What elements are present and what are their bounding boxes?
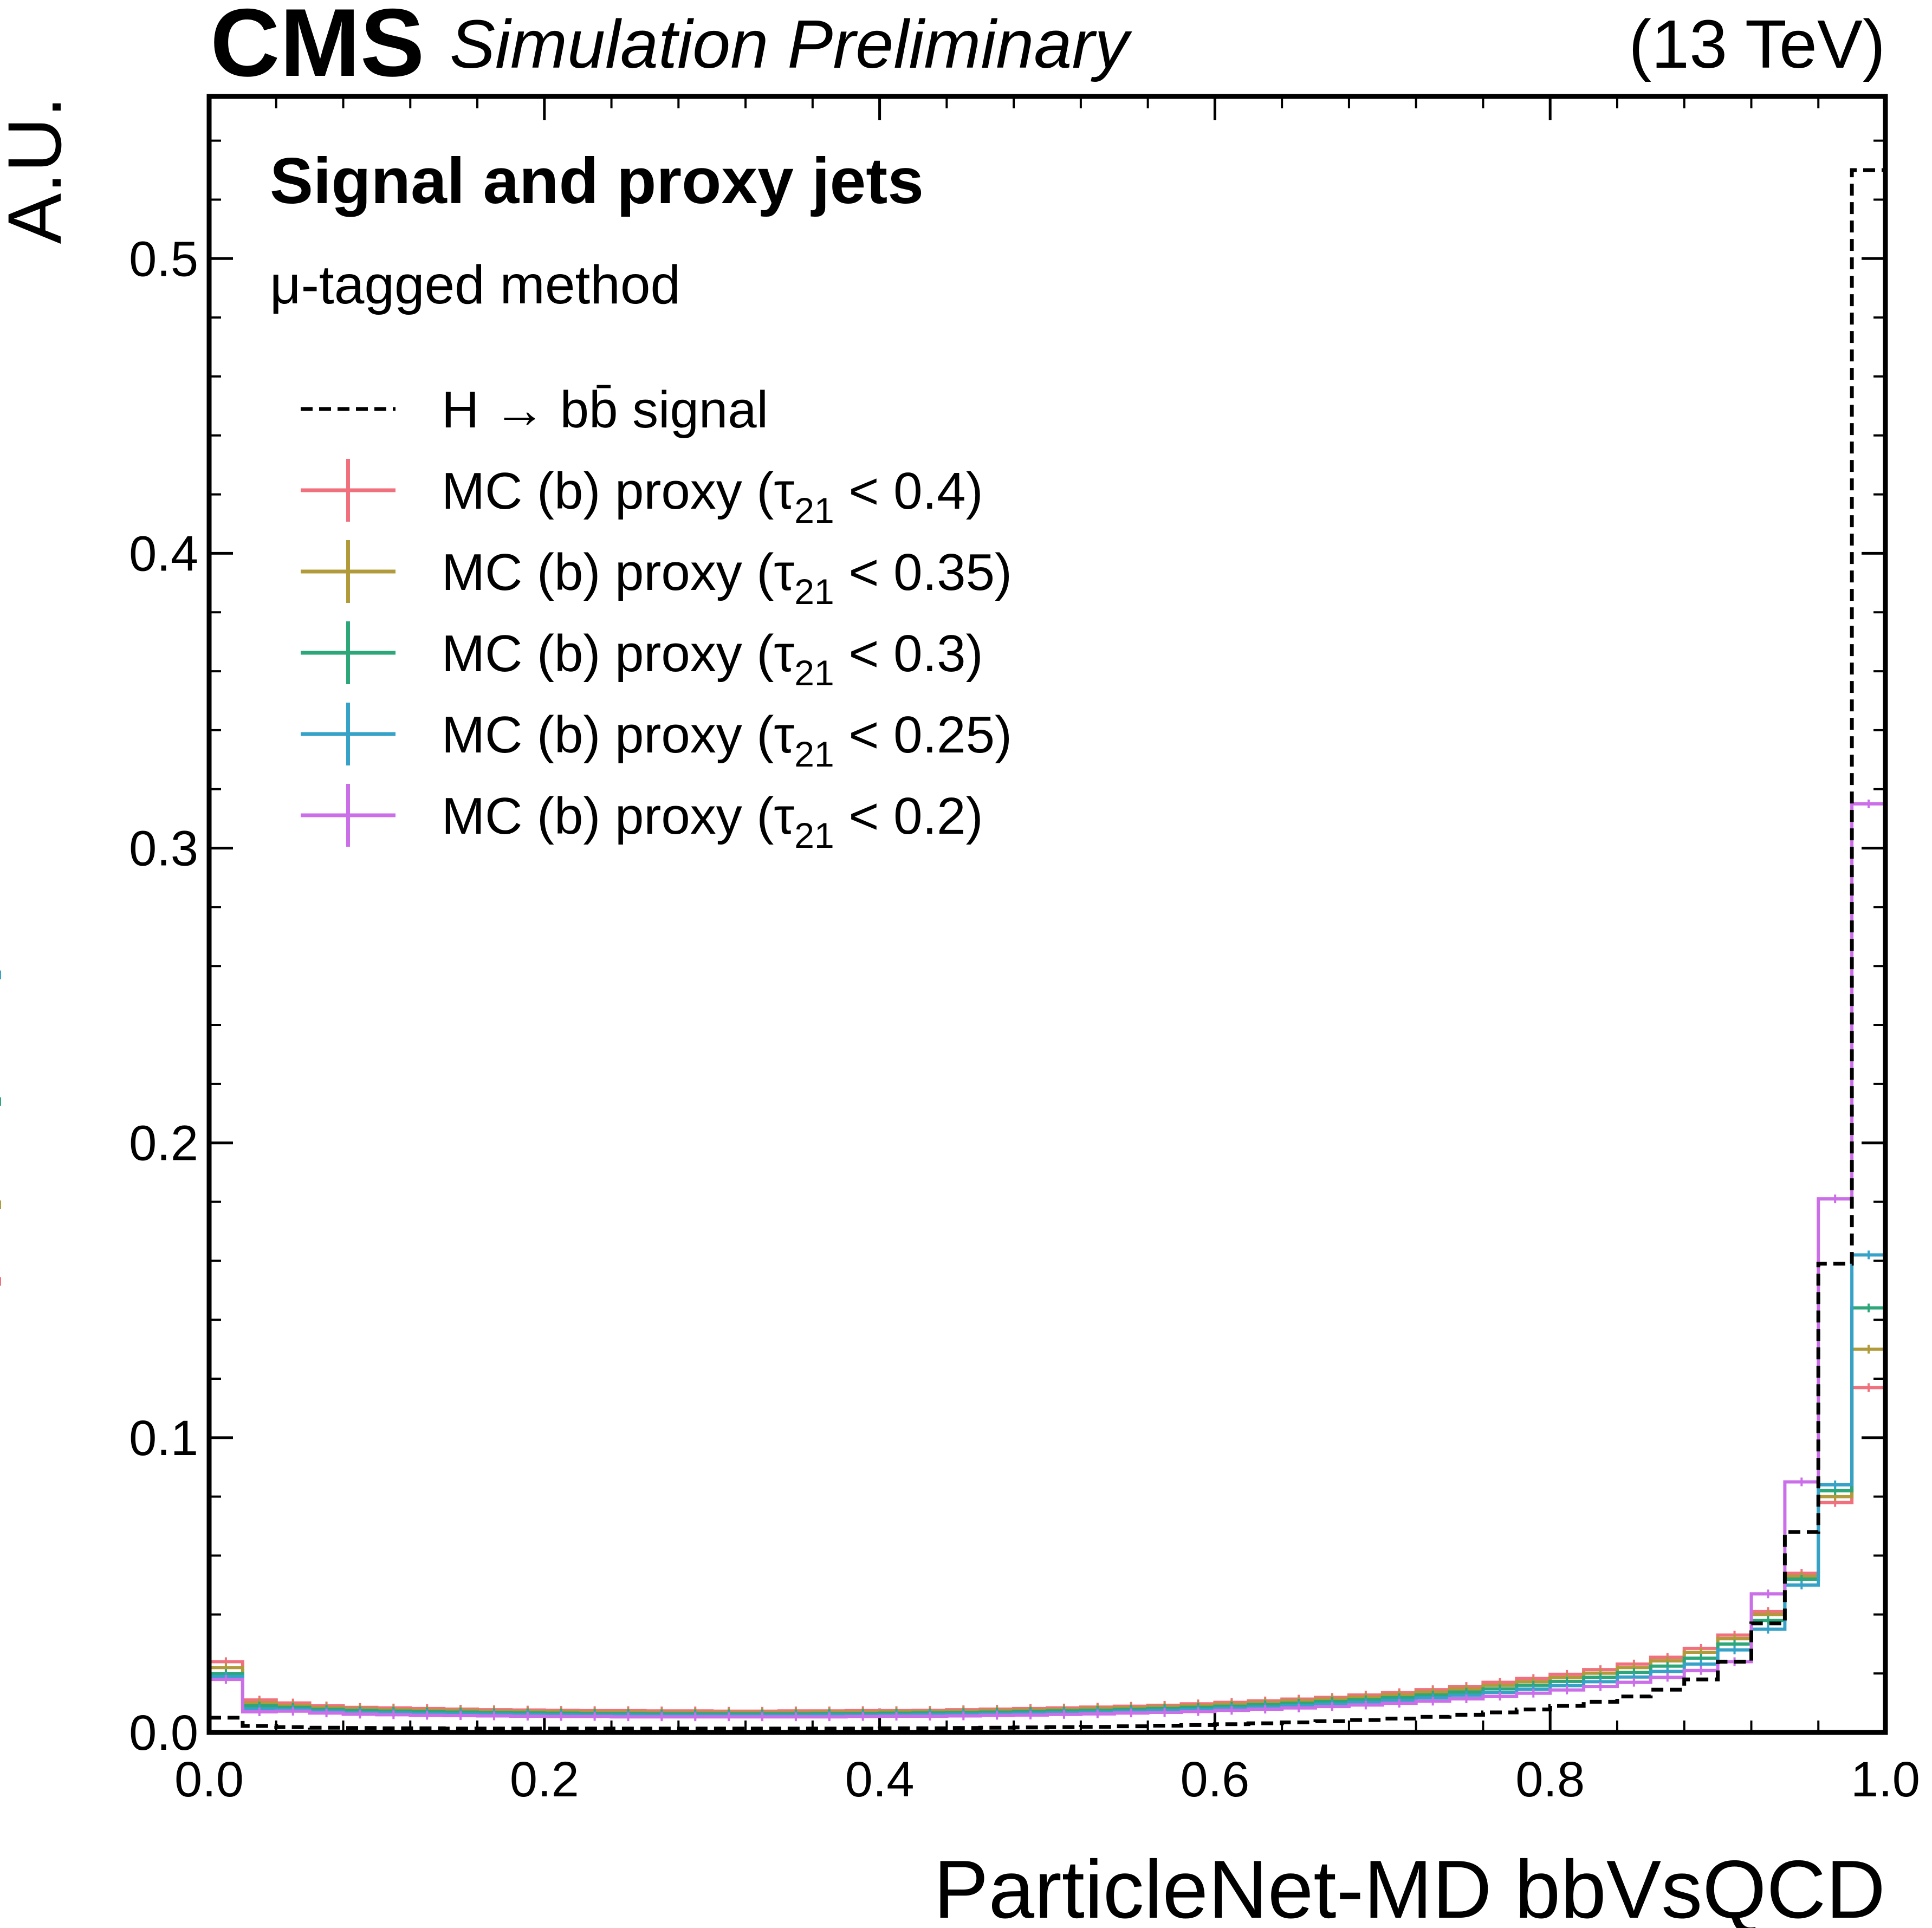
- plot-frame: [206, 94, 1888, 1735]
- y-tick-label: 0.2: [129, 1116, 198, 1171]
- x-tick-label: 0.8: [1515, 1752, 1585, 1807]
- legend: H → bb̄ signal MC (b) proxy (τ21 < 0.4) MC…: [301, 381, 1012, 855]
- y-tick-label: 0.0: [129, 1705, 198, 1761]
- series-layer: [0, 168, 1887, 1731]
- tick-layer: 0.0 0.2 0.4 0.6 0.8 1.0 0.0 0.1 0.2 0.3 0.4 0.5: [129, 96, 1920, 1807]
- series-5-histogram: [209, 802, 1885, 1719]
- plot-annotation-method: μ-tagged method: [270, 255, 680, 315]
- x-tick-label: 1.0: [1851, 1752, 1920, 1807]
- x-axis-title: ParticleNet-MD bbVsQCD: [933, 1843, 1885, 1928]
- plot-annotation-title: Signal and proxy jets: [270, 145, 924, 217]
- y-tick-label: 0.1: [129, 1411, 198, 1466]
- legend-label: MC (b) proxy (τ21 < 0.35): [442, 543, 1012, 612]
- legend-label: H → bb̄ signal: [442, 381, 768, 439]
- series-0-histogram: [209, 168, 1885, 1731]
- status-label: Simulation Preliminary: [450, 6, 1132, 82]
- legend-label: MC (b) proxy (τ21 < 0.2): [442, 787, 983, 855]
- y-tick-label: 0.5: [129, 231, 198, 287]
- y-axis-title: A.U.: [0, 96, 77, 244]
- y-tick-label: 0.4: [129, 526, 198, 581]
- energy-label: (13 TeV): [1629, 6, 1885, 82]
- x-tick-label: 0.2: [510, 1752, 579, 1807]
- x-tick-label: 0.6: [1180, 1752, 1249, 1807]
- y-tick-label: 0.3: [129, 821, 198, 877]
- cms-label: CMS: [210, 0, 425, 96]
- legend-label: MC (b) proxy (τ21 < 0.25): [442, 706, 1012, 774]
- legend-label: MC (b) proxy (τ21 < 0.4): [442, 462, 983, 530]
- legend-label: MC (b) proxy (τ21 < 0.3): [442, 625, 983, 693]
- x-tick-label: 0.4: [845, 1752, 915, 1807]
- x-tick-label: 0.0: [174, 1752, 244, 1807]
